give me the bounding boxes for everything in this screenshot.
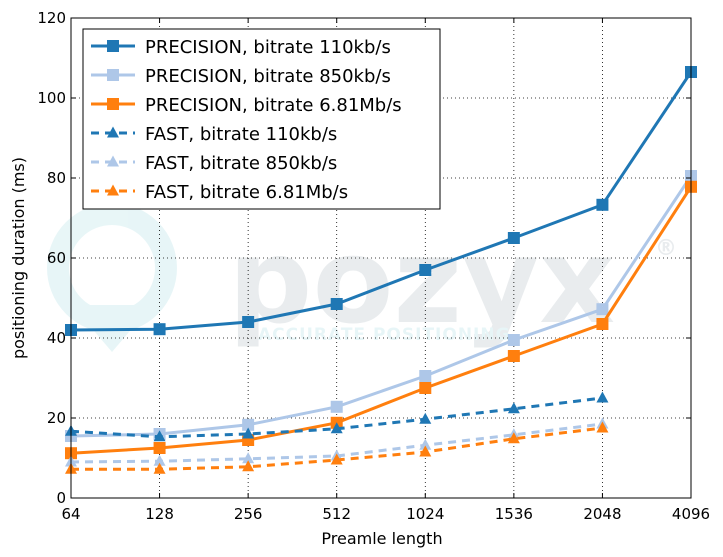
series-fast-bitrate-6-81mb-s (65, 421, 609, 474)
series-fast-bitrate-6-81mb-s-point (330, 453, 343, 465)
y-tick-labels: 0 20 40 60 80 100 120 (37, 9, 66, 507)
series-fast-bitrate-850kb-s-point (153, 454, 166, 466)
x-tick-label: 2048 (583, 505, 621, 523)
y-tick-label: 40 (47, 329, 66, 347)
series-precision-bitrate-110kb-s-point (242, 316, 255, 328)
x-tick-labels: 64 128 256 512 1024 1536 2048 4096 (61, 505, 710, 523)
series-precision-bitrate-6-81mb-s-point (419, 382, 432, 394)
series-precision-bitrate-6-81mb-s-line (70, 185, 693, 455)
y-tick-label: 80 (47, 169, 66, 187)
legend-entry-2: PRECISION, bitrate 850kb/s (91, 66, 391, 87)
x-tick-label: 1024 (406, 505, 444, 523)
y-tick-label: 0 (56, 489, 66, 507)
legend-entry-4-label: FAST, bitrate 110kb/s (145, 124, 337, 145)
series-fast-bitrate-6-81mb-s-point (419, 445, 432, 457)
ticks (70, 17, 692, 499)
series-precision-bitrate-110kb-s-point (153, 323, 166, 336)
watermark-pin-icon (47, 203, 177, 333)
series-fast-bitrate-110kb-s-point (507, 402, 520, 414)
y-tick-label: 60 (47, 249, 66, 267)
legend-entry-2-label: PRECISION, bitrate 850kb/s (145, 66, 391, 87)
legend-entry-1-point (107, 40, 119, 52)
legend-entry-5: FAST, bitrate 850kb/s (91, 153, 337, 174)
legend-entry-1: PRECISION, bitrate 110kb/s (91, 37, 391, 58)
series-precision-bitrate-850kb-s-point (330, 400, 343, 413)
x-axis-label: Preamle length (321, 529, 442, 548)
x-tick-label: 256 (234, 505, 263, 523)
y-axis-label: positioning duration (ms) (9, 157, 28, 359)
legend-box (82, 28, 441, 210)
legend-entry-1-label: PRECISION, bitrate 110kb/s (145, 37, 391, 58)
legend-entry-6-point (107, 184, 119, 196)
legend-entry-3-label: PRECISION, bitrate 6.81Mb/s (145, 95, 402, 116)
legend-entry-3: PRECISION, bitrate 6.81Mb/s (91, 95, 402, 116)
series-precision-bitrate-110kb-s-point (507, 232, 520, 244)
series-fast-bitrate-110kb-s-point (419, 412, 432, 424)
x-tick-label: 128 (145, 505, 174, 523)
series-precision-bitrate-110kb-s-line (70, 71, 693, 332)
x-tick-label: 4096 (672, 505, 710, 523)
series-precision-bitrate-6-81mb-s-point (153, 442, 166, 454)
series-fast-bitrate-110kb-s-point (596, 391, 609, 403)
y-tick-label: 20 (47, 409, 66, 427)
series-precision-bitrate-850kb-s-point (507, 334, 520, 346)
watermark-tagline: ACCURATE POSITIONING (258, 325, 511, 345)
series-fast-bitrate-6-81mb-s-point (153, 462, 166, 474)
y-tick-label: 120 (37, 9, 66, 27)
x-tick-label: 64 (61, 505, 80, 523)
series-fast-bitrate-110kb-s-point (330, 422, 343, 434)
legend-entry-6-label: FAST, bitrate 6.81Mb/s (145, 182, 348, 203)
series-fast-bitrate-6-81mb-s-point (242, 460, 255, 472)
legend-entry-3-point (107, 98, 119, 110)
series-precision-bitrate-110kb-s-point (419, 264, 432, 276)
legend-entry-5-point (107, 155, 119, 167)
series-precision-bitrate-6-81mb-s-point (507, 350, 520, 362)
legend-entry-2-point (107, 69, 119, 81)
legend-entry-4-point (107, 126, 119, 138)
series-fast-bitrate-850kb-s-point (419, 438, 432, 450)
series-precision-bitrate-850kb-s-point (596, 303, 609, 316)
legend-entry-5-label: FAST, bitrate 850kb/s (145, 153, 337, 174)
series-precision-bitrate-850kb-s-line (70, 175, 693, 438)
series-fast-bitrate-850kb-s-point (242, 452, 255, 464)
series-fast-bitrate-6-81mb-s-point (596, 421, 609, 433)
series-fast-bitrate-110kb-s-point (242, 427, 255, 439)
legend: PRECISION, bitrate 110kb/s PRECISION, bit… (82, 28, 441, 210)
series-precision-bitrate-6-81mb-s-point (596, 318, 609, 330)
series-fast-bitrate-110kb-s-point (153, 430, 166, 442)
series-precision-bitrate-110kb-s-point (330, 298, 343, 310)
series-precision-bitrate-850kb-s-point (419, 370, 432, 382)
legend-entry-6: FAST, bitrate 6.81Mb/s (91, 182, 348, 203)
x-tick-label: 512 (322, 505, 351, 523)
series-fast-bitrate-6-81mb-s-point (507, 432, 520, 444)
watermark-registered: ® (655, 236, 677, 261)
series-precision-bitrate-110kb-s-point (596, 198, 609, 211)
y-tick-label: 100 (37, 89, 66, 107)
x-tick-label: 1536 (495, 505, 533, 523)
legend-entry-4: FAST, bitrate 110kb/s (91, 124, 337, 145)
